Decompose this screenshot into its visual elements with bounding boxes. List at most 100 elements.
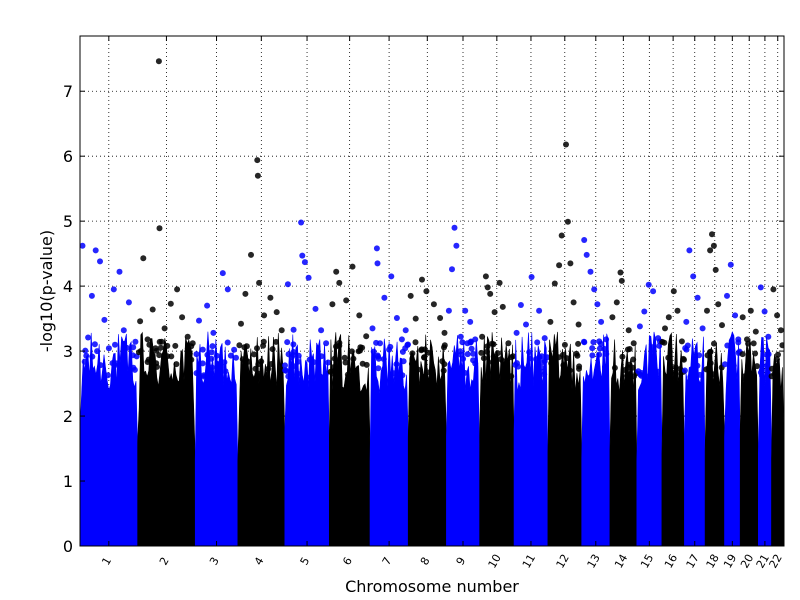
snp-point — [445, 307, 452, 314]
snp-speckle — [576, 365, 582, 372]
snp-point — [707, 247, 714, 254]
snp-point — [125, 299, 132, 306]
snp-point — [777, 327, 784, 334]
snp-speckle — [213, 352, 220, 359]
snp-point — [665, 314, 672, 321]
snp-speckle — [512, 361, 519, 368]
snp-speckle — [665, 354, 672, 361]
snp-speckle — [730, 362, 737, 369]
snp-speckle — [359, 344, 366, 351]
snp-speckle — [208, 364, 215, 371]
snp-point — [686, 247, 693, 254]
snp-speckle — [318, 353, 325, 360]
snp-point — [144, 336, 151, 343]
snp-point — [179, 314, 186, 321]
snp-point — [254, 172, 261, 179]
snp-point — [587, 268, 594, 275]
snp-point — [613, 299, 620, 306]
snp-speckle — [601, 345, 608, 352]
snp-speckle — [484, 343, 491, 350]
snp-speckle — [541, 371, 548, 378]
x-tick-label: 13 — [585, 552, 603, 571]
snp-speckle — [380, 356, 387, 363]
snp-speckle — [631, 373, 637, 380]
snp-point — [739, 314, 746, 321]
snp-speckle — [560, 362, 567, 369]
snp-speckle — [765, 351, 772, 358]
snp-speckle — [325, 359, 332, 366]
snp-speckle — [534, 339, 541, 346]
snp-speckle — [273, 338, 279, 345]
snp-speckle — [142, 373, 148, 380]
snp-speckle — [404, 342, 411, 348]
snp-point — [650, 288, 657, 295]
snp-point — [451, 224, 458, 231]
snp-speckle — [310, 359, 317, 366]
snp-speckle — [494, 350, 501, 357]
snp-speckle — [204, 351, 211, 358]
snp-speckle — [227, 352, 234, 359]
x-tick-label: 1 — [99, 555, 114, 568]
snp-speckle — [683, 346, 690, 353]
snp-point — [130, 344, 137, 351]
snp-speckle — [260, 338, 267, 345]
snp-point — [774, 312, 781, 319]
snp-speckle — [269, 346, 276, 353]
snp-point — [407, 292, 414, 299]
snp-speckle — [290, 363, 297, 370]
snp-speckle — [415, 366, 422, 373]
snp-speckle — [769, 365, 776, 372]
snp-speckle — [323, 370, 329, 377]
snp-speckle — [648, 355, 655, 361]
snp-point — [267, 294, 274, 301]
snp-speckle — [94, 348, 101, 355]
y-tick-label: 5 — [63, 212, 73, 231]
snp-speckle — [254, 345, 260, 352]
snp-point — [678, 338, 685, 345]
snp-point — [88, 292, 95, 299]
snp-speckle — [307, 374, 314, 380]
snp-speckle — [478, 349, 485, 356]
snp-speckle — [566, 367, 573, 374]
snp-speckle — [707, 360, 714, 367]
snp-speckle — [673, 370, 679, 377]
snp-speckle — [752, 350, 759, 357]
snp-speckle — [650, 344, 657, 350]
x-tick-label: 3 — [207, 555, 222, 568]
snp-speckle — [672, 364, 679, 371]
snp-speckle — [251, 351, 258, 358]
snp-speckle — [441, 344, 447, 351]
snp-speckle — [247, 373, 254, 380]
x-tick-label: 10 — [486, 552, 504, 571]
chromosome-band-7 — [369, 338, 409, 546]
snp-speckle — [370, 348, 377, 355]
snp-speckle — [120, 352, 127, 358]
snp-speckle — [208, 349, 215, 356]
snp-speckle — [626, 361, 633, 368]
snp-speckle — [480, 355, 487, 362]
snp-point — [491, 309, 498, 316]
snp-speckle — [199, 346, 206, 353]
snp-point — [284, 281, 291, 288]
snp-point — [547, 318, 554, 325]
snp-point — [174, 286, 181, 293]
snp-speckle — [421, 354, 428, 361]
x-tick-label: 2 — [157, 555, 172, 568]
snp-point — [603, 336, 610, 343]
snp-point — [333, 268, 340, 275]
snp-speckle — [624, 346, 631, 353]
snp-point — [482, 273, 489, 280]
snp-point — [761, 308, 768, 315]
snp-point — [636, 323, 643, 330]
snp-speckle — [83, 352, 90, 359]
snp-point — [140, 255, 147, 262]
snp-speckle — [697, 371, 703, 378]
snp-speckle — [746, 370, 753, 377]
snp-point — [556, 262, 563, 269]
snp-speckle — [590, 339, 597, 346]
snp-point — [484, 284, 491, 291]
snp-point — [583, 251, 590, 258]
snp-speckle — [399, 372, 406, 379]
snp-point — [617, 269, 624, 276]
snp-point — [388, 273, 395, 280]
